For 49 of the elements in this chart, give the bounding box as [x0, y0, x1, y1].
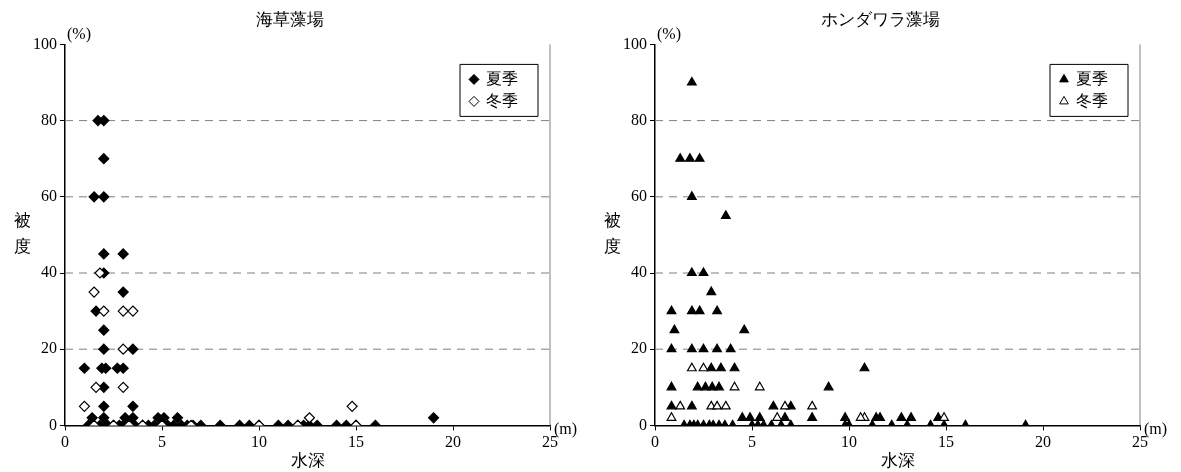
- y-axis-title: 被度: [603, 211, 621, 257]
- point: [698, 362, 709, 372]
- y-tick-label: 100: [623, 34, 647, 52]
- point: [780, 400, 790, 410]
- x-tick-label: 5: [748, 433, 756, 451]
- x-tick-label: 10: [841, 433, 857, 451]
- point: [686, 362, 697, 372]
- point: [772, 412, 783, 421]
- legend-label: 冬季: [1076, 91, 1108, 109]
- y-tick-label: 80: [631, 110, 647, 128]
- x-tick-label: 0: [651, 433, 659, 451]
- x-tick-label: 15: [348, 433, 364, 451]
- text: (m): [554, 419, 578, 438]
- legend-label: 夏季: [486, 69, 518, 87]
- y-axis-title: 被度: [13, 211, 31, 257]
- legend-label: 冬季: [486, 91, 518, 109]
- point: [675, 400, 686, 410]
- x-axis-title: 水深: [880, 451, 915, 471]
- y-tick-label: 60: [41, 187, 57, 204]
- point: [666, 412, 677, 421]
- point: [939, 412, 949, 421]
- y-tick-label: 60: [631, 187, 647, 204]
- point: [807, 400, 818, 410]
- x-axis-title: 水深: [290, 451, 325, 471]
- point: [855, 412, 866, 421]
- point: [720, 400, 731, 410]
- legend-label: 夏季: [1076, 69, 1108, 87]
- x-tick-label: 20: [445, 433, 461, 451]
- x-tick-label: 0: [61, 433, 69, 451]
- x-tick-label: 15: [938, 433, 954, 451]
- y-tick-label: 0: [639, 415, 647, 433]
- y-tick-label: 20: [41, 339, 57, 357]
- x-tick-label: 10: [251, 433, 267, 451]
- text: (%): [657, 24, 681, 43]
- point: [729, 381, 740, 391]
- x-tick-label: 20: [1035, 433, 1051, 451]
- chart-title: 海草藻場: [256, 9, 324, 29]
- y-tick-label: 0: [49, 415, 57, 433]
- y-tick-label: 100: [33, 34, 57, 52]
- y-tick-label: 20: [631, 339, 647, 357]
- y-tick-label: 40: [41, 263, 57, 281]
- x-tick-label: 5: [158, 433, 166, 451]
- chart-title: ホンダワラ藻場: [820, 9, 940, 29]
- text: (%): [67, 24, 91, 43]
- point: [754, 381, 765, 391]
- text: (m): [1144, 419, 1168, 438]
- y-tick-label: 40: [631, 263, 647, 281]
- y-tick-label: 80: [41, 110, 57, 128]
- point: [712, 400, 723, 410]
